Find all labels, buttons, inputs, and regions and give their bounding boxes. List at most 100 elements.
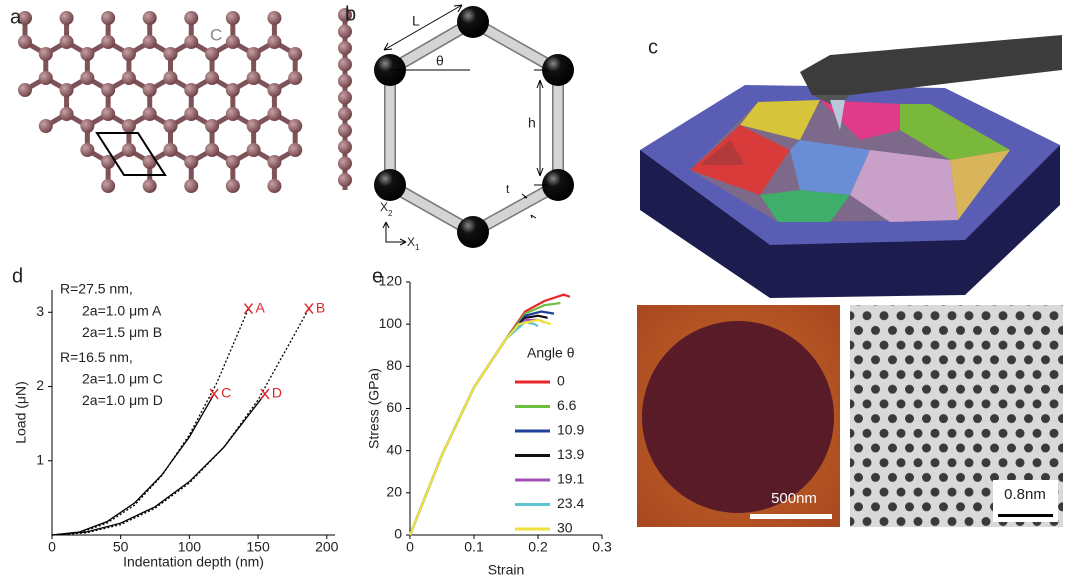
atom <box>338 91 352 105</box>
marker-label: B <box>316 299 325 315</box>
atom <box>80 119 94 133</box>
data-line <box>52 309 309 535</box>
atom <box>101 179 115 193</box>
atom <box>60 83 74 97</box>
annotation: R=16.5 nm, <box>60 349 133 365</box>
atom <box>338 107 352 121</box>
data-line <box>410 303 560 535</box>
x-tick-label: 0 <box>406 539 414 555</box>
dim-label: t <box>506 182 510 196</box>
atom <box>101 107 115 121</box>
atom <box>18 83 32 97</box>
y-axis-label: Stress (GPa) <box>366 368 382 449</box>
axis-label: X <box>407 235 415 249</box>
panel-label: c <box>648 36 658 58</box>
atom <box>101 11 115 25</box>
x-tick-label: 0.3 <box>592 539 612 555</box>
dim-label: L <box>412 13 420 29</box>
atom <box>338 58 352 72</box>
atom <box>143 179 157 193</box>
x-tick-label: 200 <box>315 539 339 555</box>
atom <box>143 35 157 49</box>
atom <box>226 11 240 25</box>
atom <box>338 25 352 39</box>
atom <box>338 157 352 171</box>
atom <box>226 35 240 49</box>
atom <box>39 47 53 61</box>
atom <box>122 71 136 85</box>
y-tick-label: 40 <box>386 441 402 457</box>
y-tick-label: 80 <box>386 357 402 373</box>
data-line <box>52 394 214 535</box>
legend-label: 23.4 <box>557 495 584 511</box>
annotation: 2a=1.0 μm A <box>82 302 162 318</box>
atom <box>338 74 352 88</box>
legend-label: 0 <box>557 373 565 389</box>
annotation: 2a=1.0 μm D <box>82 392 163 408</box>
marker-label: A <box>255 299 265 315</box>
legend-title: Angle θ <box>527 345 575 361</box>
axis-label: 1 <box>415 243 420 252</box>
atom <box>80 47 94 61</box>
atom <box>143 107 157 121</box>
legend-label: 19.1 <box>557 471 584 487</box>
atom <box>267 155 281 169</box>
atom <box>267 35 281 49</box>
atom <box>18 35 32 49</box>
atom <box>60 107 74 121</box>
y-tick-label: 1 <box>36 451 44 467</box>
atom <box>226 83 240 97</box>
panel-label: e <box>372 265 383 287</box>
data-line <box>52 309 248 535</box>
dim-label: θ <box>436 53 444 69</box>
atom <box>101 83 115 97</box>
atom <box>122 47 136 61</box>
legend-label: 30 <box>557 520 573 536</box>
graphene-lattice <box>18 8 352 193</box>
axis-label: X <box>380 200 388 214</box>
atom <box>101 35 115 49</box>
atom <box>267 179 281 193</box>
atom <box>338 41 352 55</box>
atom <box>247 71 261 85</box>
atom <box>247 119 261 133</box>
data-line <box>410 320 544 535</box>
atom <box>163 143 177 157</box>
marker <box>261 389 269 399</box>
atom <box>143 11 157 25</box>
atom <box>184 83 198 97</box>
atom <box>205 47 219 61</box>
panel-label: b <box>345 3 356 25</box>
atom <box>226 155 240 169</box>
atom <box>39 71 53 85</box>
annotation: 2a=1.0 μm C <box>82 371 163 387</box>
y-tick-label: 3 <box>36 303 44 319</box>
atom <box>60 35 74 49</box>
y-tick-label: 2 <box>36 377 44 393</box>
atom <box>184 35 198 49</box>
data-line <box>410 295 570 535</box>
axis-label: 2 <box>388 209 393 218</box>
dim-label: h <box>528 115 536 131</box>
atom <box>39 119 53 133</box>
atom <box>338 140 352 154</box>
atom <box>80 143 94 157</box>
atom <box>288 143 302 157</box>
annotation: R=27.5 nm, <box>60 281 133 297</box>
marker <box>244 304 252 314</box>
annotation: 2a=1.5 μm B <box>82 324 162 340</box>
atom <box>184 155 198 169</box>
data-line <box>52 394 265 535</box>
atom <box>205 71 219 85</box>
scale-label: 500nm <box>771 490 817 507</box>
x-tick-label: 0 <box>48 539 56 555</box>
panel-label: a <box>10 6 22 28</box>
atom <box>163 119 177 133</box>
hexagon-cell <box>374 5 574 248</box>
atom <box>184 107 198 121</box>
legend-label: 10.9 <box>557 422 584 438</box>
y-tick-label: 100 <box>379 315 403 331</box>
atom <box>226 179 240 193</box>
marker-label: C <box>221 385 231 401</box>
atom <box>267 83 281 97</box>
